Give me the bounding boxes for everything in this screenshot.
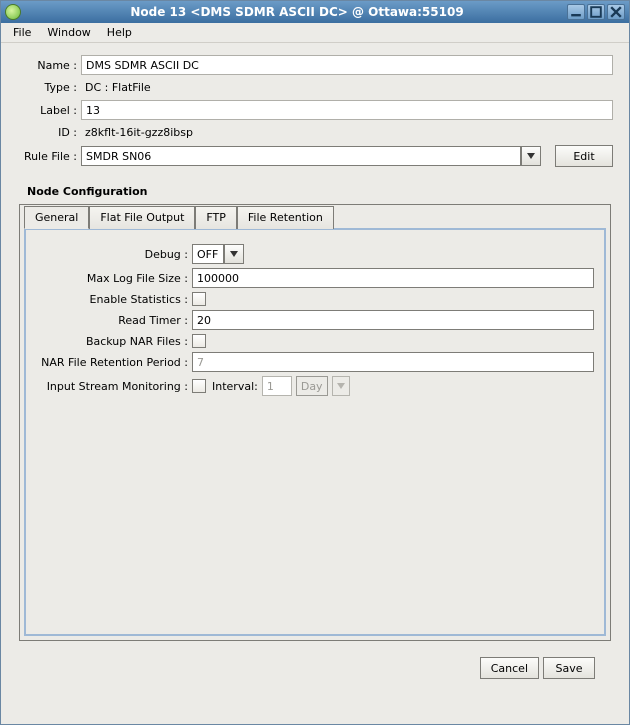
titlebar: Node 13 <DMS SDMR ASCII DC> @ Ottawa:551… (1, 1, 629, 23)
input-maxlog[interactable] (192, 268, 594, 288)
cfg-row-readtimer: Read Timer : (36, 310, 594, 330)
menubar: File Window Help (1, 23, 629, 43)
debug-value[interactable] (192, 244, 224, 264)
label-readtimer: Read Timer : (36, 314, 192, 327)
tab-ftp[interactable]: FTP (195, 206, 237, 229)
window-controls (567, 4, 625, 20)
label-backupnar: Backup NAR Files : (36, 335, 192, 348)
checkbox-backupnar[interactable] (192, 334, 206, 348)
edit-button[interactable]: Edit (555, 145, 613, 167)
cfg-row-enablestats: Enable Statistics : (36, 292, 594, 306)
row-rulefile: Rule File : Edit (17, 145, 613, 167)
label-narretention: NAR File Retention Period : (36, 356, 192, 369)
tab-retention[interactable]: File Retention (237, 206, 334, 229)
tab-body-general: Debug : Max Log File Size : Enable Stati… (24, 228, 606, 636)
minimize-icon (568, 4, 584, 20)
row-id: ID : z8kflt-16it-gzz8ibsp (17, 124, 613, 141)
tabs-container: General Flat File Output FTP File Retent… (19, 204, 611, 641)
close-button[interactable] (607, 4, 625, 20)
section-title: Node Configuration (27, 185, 613, 198)
value-id: z8kflt-16it-gzz8ibsp (81, 124, 613, 141)
input-rulefile[interactable] (81, 146, 521, 166)
app-icon (5, 4, 21, 20)
value-type: DC : FlatFile (81, 79, 613, 96)
rulefile-dropdown-button[interactable] (521, 146, 541, 166)
debug-dropdown-button[interactable] (224, 244, 244, 264)
save-button[interactable]: Save (543, 657, 595, 679)
input-name[interactable] (81, 55, 613, 75)
maximize-button[interactable] (587, 4, 605, 20)
cfg-row-debug: Debug : (36, 244, 594, 264)
chevron-down-icon (527, 153, 535, 159)
label-maxlog: Max Log File Size : (36, 272, 192, 285)
label-rulefile: Rule File : (17, 150, 81, 163)
label-interval: Interval: (212, 380, 258, 393)
label-label: Label : (17, 104, 81, 117)
select-debug (192, 244, 244, 264)
tab-general[interactable]: General (24, 206, 89, 229)
chevron-down-icon (230, 251, 238, 257)
content-area: Name : Type : DC : FlatFile Label : ID :… (1, 43, 629, 687)
menu-file[interactable]: File (5, 24, 39, 41)
tab-flatfile[interactable]: Flat File Output (89, 206, 195, 229)
maximize-icon (588, 4, 604, 20)
label-name: Name : (17, 59, 81, 72)
tab-strip: General Flat File Output FTP File Retent… (20, 205, 610, 228)
label-debug: Debug : (36, 248, 192, 261)
checkbox-enablestats[interactable] (192, 292, 206, 306)
input-interval (262, 376, 292, 396)
cfg-row-narretention: NAR File Retention Period : (36, 352, 594, 372)
row-label: Label : (17, 100, 613, 120)
row-name: Name : (17, 55, 613, 75)
input-narretention (192, 352, 594, 372)
footer-buttons: Cancel Save (17, 641, 613, 679)
minimize-button[interactable] (567, 4, 585, 20)
close-icon (608, 4, 624, 20)
input-readtimer[interactable] (192, 310, 594, 330)
cfg-row-backupnar: Backup NAR Files : (36, 334, 594, 348)
row-type: Type : DC : FlatFile (17, 79, 613, 96)
menu-window[interactable]: Window (39, 24, 98, 41)
input-label[interactable] (81, 100, 613, 120)
ism-group: Interval: Day (192, 376, 350, 396)
label-type: Type : (17, 81, 81, 94)
window-title: Node 13 <DMS SDMR ASCII DC> @ Ottawa:551… (27, 5, 567, 19)
checkbox-ism[interactable] (192, 379, 206, 393)
cfg-row-maxlog: Max Log File Size : (36, 268, 594, 288)
cancel-button[interactable]: Cancel (480, 657, 539, 679)
label-enablestats: Enable Statistics : (36, 293, 192, 306)
window-root: Node 13 <DMS SDMR ASCII DC> @ Ottawa:551… (0, 0, 630, 725)
cfg-row-ism: Input Stream Monitoring : Interval: Day (36, 376, 594, 396)
interval-unit: Day (296, 376, 328, 396)
interval-unit-dropdown (332, 376, 350, 396)
label-id: ID : (17, 126, 81, 139)
chevron-down-icon (337, 383, 345, 389)
menu-help[interactable]: Help (99, 24, 140, 41)
label-ism: Input Stream Monitoring : (36, 380, 192, 393)
